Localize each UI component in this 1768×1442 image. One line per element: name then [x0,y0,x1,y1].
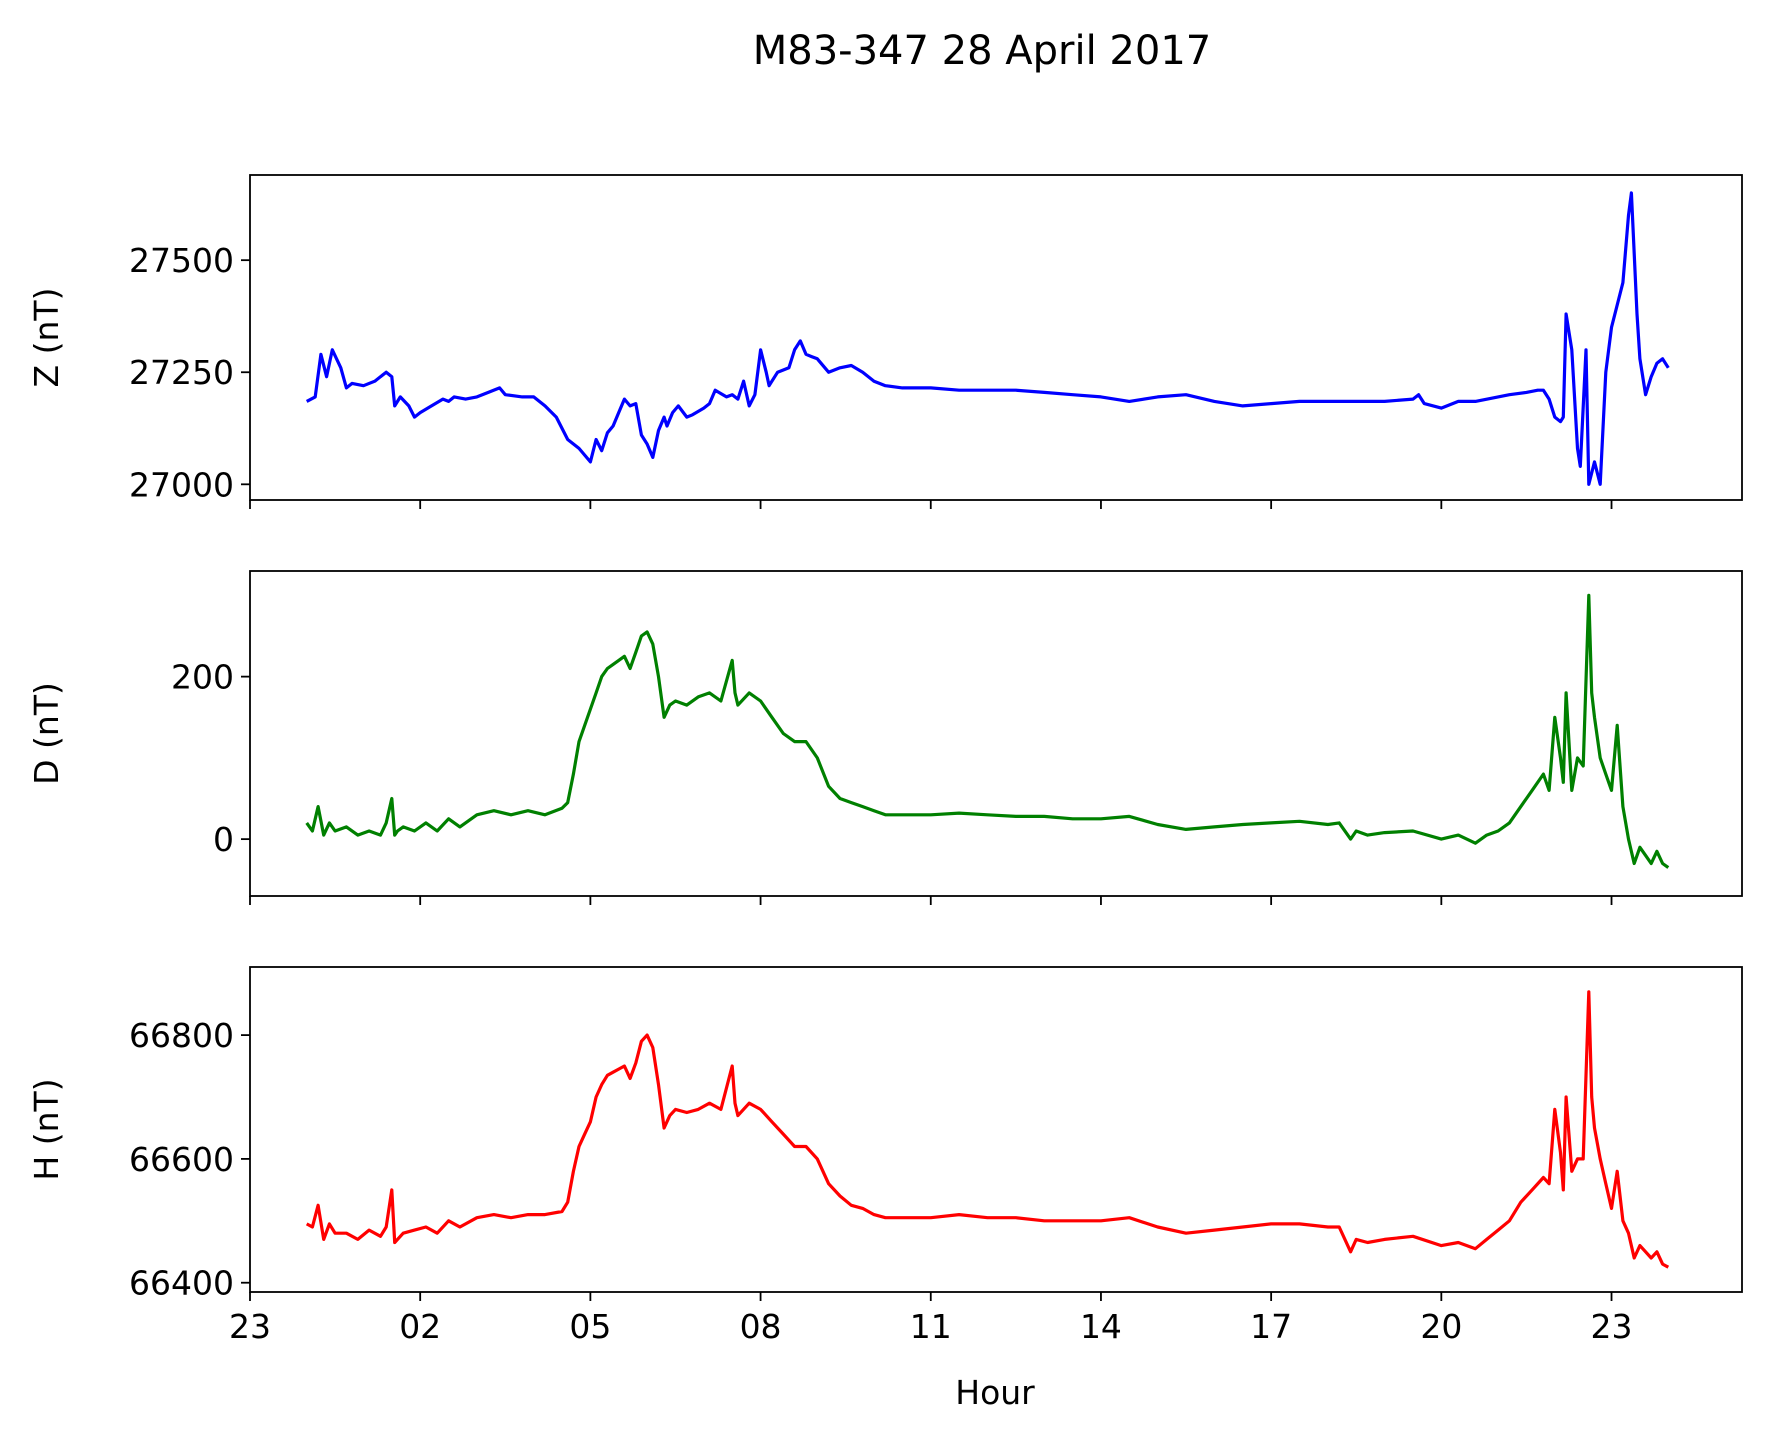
plot-frame-z [249,174,1743,501]
y-tick-label-d: 0 [213,820,234,859]
series-line-d [305,593,1670,869]
y-tick-label-h: 66800 [129,1016,234,1055]
y-tick-label-z: 27500 [129,241,234,280]
y-tick-label-d: 200 [171,658,234,697]
x-tick-label: 23 [1591,1307,1633,1346]
plot-frame-h [249,966,1743,1293]
x-tick-label: 14 [1080,1307,1122,1346]
x-axis-label: Hour [955,1373,1035,1412]
y-tick-label-z: 27250 [129,353,234,392]
chart-title: M83-347 28 April 2017 [753,28,1211,74]
y-axis-label-h: H (nT) [27,1078,66,1180]
y-tick-label-h: 66600 [129,1140,234,1179]
plot-frame-d [249,570,1743,897]
x-tick-label: 11 [910,1307,952,1346]
panel-d: 0 200 D (nT) [27,570,1743,905]
panel-z: 27000 27250 27500 Z (nT) [27,174,1743,509]
y-tick-label-z: 27000 [129,465,234,504]
x-tick-label: 20 [1420,1307,1462,1346]
y-axis-label-d: D (nT) [27,682,66,785]
series-line-z [305,191,1670,486]
x-tick-label: 05 [569,1307,611,1346]
series-line-h [305,990,1670,1269]
y-tick-label-h: 66400 [129,1264,234,1303]
panel-h: 66400 66600 66800 23 02 05 08 11 14 17 20 23 H (nT) [27,966,1743,1346]
panels: 27000 27250 27500 Z (nT) 0 200 D (nT) 66400 6660… [27,174,1743,1346]
x-tick-label: 02 [399,1307,441,1346]
x-tick-label: 17 [1250,1307,1292,1346]
x-tick-label: 08 [740,1307,782,1346]
x-tick-label: 23 [229,1307,271,1346]
y-axis-label-z: Z (nT) [27,288,66,388]
